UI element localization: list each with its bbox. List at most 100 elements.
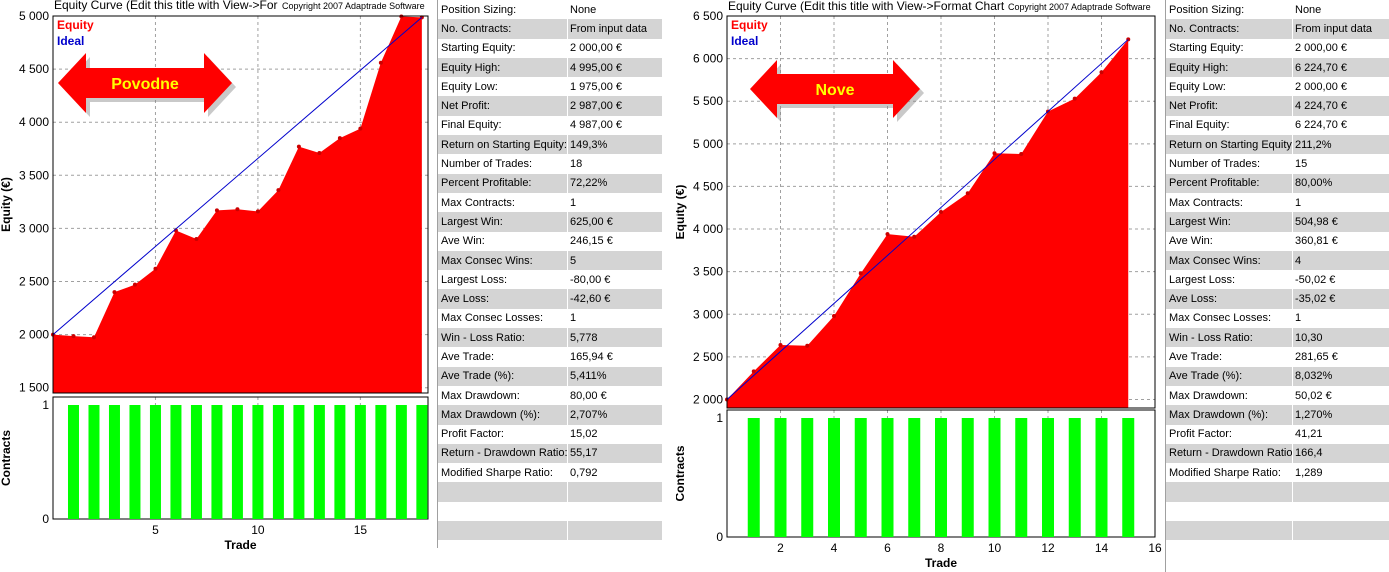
equity-point	[296, 144, 301, 149]
stats-value: 5	[570, 254, 577, 267]
stats-row: Max Drawdown: 80,00 €	[438, 385, 662, 406]
equity-point	[965, 191, 970, 196]
stats-value: 4 224,70 €	[1295, 100, 1347, 113]
stats-label: Percent Profitable:	[1166, 173, 1293, 193]
stats-value: 1	[1295, 312, 1302, 325]
legend-equity: Equity	[731, 18, 768, 32]
stats-label: Return on Starting Equity:	[1166, 135, 1293, 155]
stats-row: Equity Low: 2 000,00 €	[1166, 77, 1389, 97]
equity-point	[1099, 70, 1104, 75]
contract-bar	[1122, 418, 1135, 537]
stats-row: Max Drawdown: 50,02 €	[1166, 385, 1389, 406]
equity-point	[399, 14, 404, 19]
contract-bar	[395, 405, 407, 519]
stats-label: Net Profit:	[438, 96, 568, 116]
contracts-axis-label: Contracts	[676, 445, 687, 501]
stats-label: Number of Trades:	[1166, 154, 1293, 174]
left-equity-panel: Equity Curve (Edit this title with View-…	[0, 0, 662, 572]
arrow-label: Povodne	[111, 76, 179, 93]
stats-label: Ave Trade:	[438, 347, 568, 367]
contract-bar	[881, 418, 894, 537]
stats-value: 18	[570, 158, 583, 171]
left-equity-chart: Equity Curve (Edit this title with View-…	[0, 0, 429, 552]
stats-row: Net Profit: 2 987,00 €	[438, 96, 662, 116]
stats-label: Ave Win:	[438, 231, 568, 251]
stats-label: Return on Starting Equity:	[438, 135, 568, 155]
contract-bar	[190, 405, 202, 519]
legend-ideal: Ideal	[57, 34, 84, 48]
contracts-axis-label: Contracts	[0, 430, 13, 486]
stats-label	[1166, 540, 1293, 560]
stats-value: 4 987,00 €	[570, 119, 622, 132]
stats-value: 1	[570, 312, 577, 325]
stats-row	[438, 521, 662, 541]
stats-value: 281,65 €	[1295, 350, 1338, 363]
contract-bar	[801, 418, 814, 537]
stats-value: None	[570, 3, 597, 16]
stats-row: Largest Win: 625,00 €	[438, 212, 662, 232]
stats-row: Return on Starting Equity: 211,2%	[1166, 135, 1389, 155]
stats-value: 1	[1295, 196, 1302, 209]
stats-label: Number of Trades:	[438, 154, 568, 174]
stats-value: 15,02	[570, 428, 598, 441]
equity-point	[71, 334, 76, 339]
y-tick-label: 6 500	[693, 9, 723, 23]
stats-label: Modified Sharpe Ratio:	[1166, 463, 1293, 483]
contract-bar	[747, 418, 760, 537]
contract-bar	[67, 405, 79, 519]
stats-value	[1293, 502, 1389, 521]
stats-label: Max Contracts:	[438, 192, 568, 213]
stats-row: Max Contracts: 1	[438, 192, 662, 213]
right-stats-table: Position Sizing: None No. Contracts: From i…	[1165, 0, 1389, 572]
stats-label: No. Contracts:	[1166, 19, 1293, 39]
right-equity-chart: Equity Curve (Edit this title with View-…	[676, 0, 1162, 570]
stats-label: Ave Win:	[1166, 231, 1293, 251]
contract-bar	[313, 405, 325, 519]
stats-row: Number of Trades: 15	[1166, 154, 1389, 174]
equity-frame	[726, 15, 1156, 409]
stats-label: Net Profit:	[1166, 96, 1293, 116]
equity-point	[132, 282, 137, 287]
equity-point	[832, 313, 836, 318]
stats-row: Number of Trades: 18	[438, 154, 662, 174]
x-tick-label: 16	[1148, 541, 1162, 555]
stats-label	[1166, 521, 1293, 541]
stats-value: 2 000,00 €	[1295, 42, 1347, 55]
equity-point	[91, 335, 96, 340]
stats-label: Max Consec Losses:	[1166, 308, 1293, 329]
equity-point	[337, 136, 342, 141]
contract-bar	[129, 405, 141, 519]
stats-label: No. Contracts:	[438, 19, 568, 39]
contract-bar	[334, 405, 346, 519]
stats-label: Return - Drawdown Ratio:	[438, 443, 568, 464]
stats-row: Return - Drawdown Ratio: 55,17	[438, 443, 662, 464]
equity-point	[112, 290, 117, 295]
stats-value	[568, 482, 662, 501]
stats-value	[1293, 540, 1389, 559]
stats-row: No. Contracts: From input data	[438, 19, 662, 39]
equity-point	[992, 151, 997, 156]
stats-value: 165,94 €	[570, 350, 613, 363]
legend-equity: Equity	[57, 18, 94, 32]
equity-point	[939, 210, 943, 214]
contracts-tick-label: 1	[716, 411, 723, 425]
x-tick-label: 10	[251, 523, 265, 537]
x-axis-label: Trade	[224, 538, 256, 552]
stats-row: Win - Loss Ratio: 10,30	[1166, 328, 1389, 348]
contracts-tick-label: 1	[42, 398, 49, 412]
stats-label	[1166, 482, 1293, 502]
stats-label: Max Drawdown (%):	[1166, 405, 1293, 425]
stats-label: Starting Equity:	[438, 38, 568, 58]
y-tick-label: 3 500	[693, 265, 723, 279]
y-tick-label: 5 000	[19, 9, 49, 23]
stats-value: 360,81 €	[1295, 235, 1338, 248]
stats-value: 8,032%	[1295, 370, 1333, 383]
stats-row: Return on Starting Equity: 149,3%	[438, 135, 662, 155]
stats-value	[1293, 482, 1389, 501]
x-tick-label: 6	[884, 541, 891, 555]
stats-row: Ave Win: 246,15 €	[438, 231, 662, 251]
stats-value: 1,270%	[1295, 408, 1333, 421]
stats-row: Ave Trade (%): 5,411%	[438, 366, 662, 386]
stats-value: 2 987,00 €	[570, 100, 622, 113]
y-tick-label: 4 500	[693, 179, 723, 193]
